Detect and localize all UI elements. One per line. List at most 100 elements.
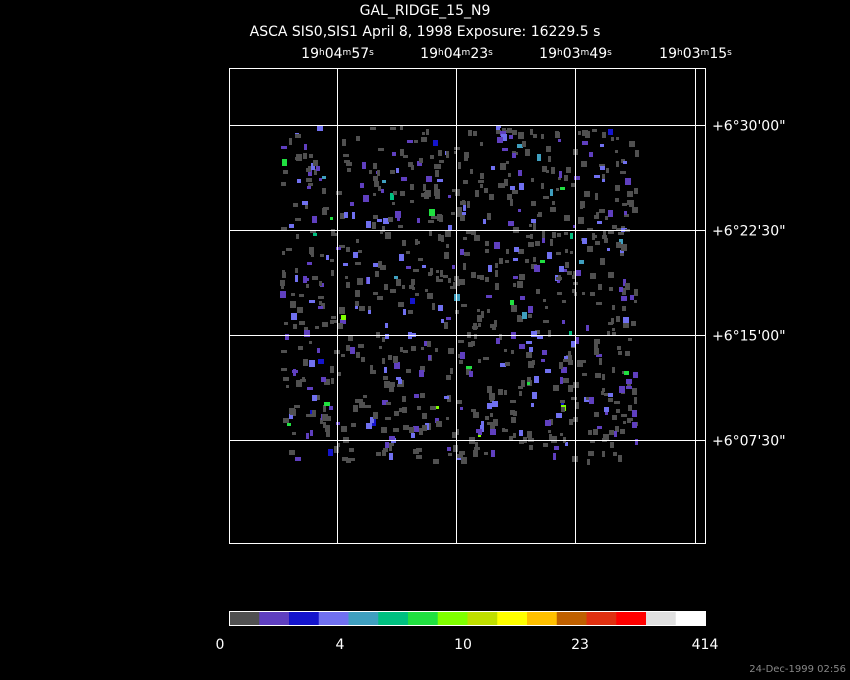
pixel [599, 209, 605, 213]
pixel [635, 439, 638, 445]
pixel [477, 315, 482, 322]
pixel [340, 213, 345, 219]
pixel [339, 307, 345, 314]
pixel [331, 378, 334, 384]
pixel [308, 183, 313, 186]
pixel [474, 334, 477, 339]
pixel [564, 215, 570, 221]
pixel [436, 270, 439, 273]
ra-label-part: 15 [709, 46, 727, 62]
pixel [411, 279, 415, 285]
pixel [473, 450, 478, 457]
pixel [451, 212, 455, 215]
pixel [385, 323, 388, 328]
pixel [509, 436, 513, 440]
ra-label-part: 04 [325, 46, 343, 62]
pixel [629, 200, 634, 207]
pixel [411, 165, 414, 170]
pixel [330, 217, 333, 220]
pixel [559, 266, 564, 272]
pixel [381, 189, 384, 193]
pixel [392, 152, 396, 156]
pixel [450, 286, 455, 289]
pixel [470, 169, 473, 174]
pixel [413, 269, 419, 272]
pixel [410, 200, 414, 203]
pixel [623, 161, 627, 164]
pixel [403, 425, 409, 430]
pixel [320, 254, 324, 257]
pixel [480, 425, 484, 432]
pixel [377, 170, 380, 176]
pixel [485, 277, 489, 282]
pixel [389, 436, 395, 440]
pixel [429, 209, 435, 216]
pixel [518, 170, 522, 176]
pixel [510, 400, 516, 403]
pixel [306, 284, 309, 288]
pixel [285, 334, 289, 340]
pixel [416, 448, 422, 452]
pixel [612, 367, 615, 373]
pixel [501, 134, 507, 141]
pixel [541, 134, 544, 139]
pixel [352, 212, 355, 219]
pixel [310, 430, 313, 436]
pixel [513, 433, 516, 438]
pixel [476, 429, 482, 433]
pixel [614, 401, 620, 404]
pixel [455, 189, 460, 196]
pixel [421, 193, 426, 197]
pixel [383, 376, 388, 380]
pixel [395, 211, 401, 218]
pixel [375, 271, 379, 277]
pixel [307, 387, 313, 390]
pixel [551, 436, 557, 443]
pixel [356, 239, 359, 243]
ra-label-part: 19 [301, 46, 319, 62]
pixel [329, 406, 333, 410]
pixel [462, 200, 465, 205]
pixel [630, 295, 634, 300]
pixel [325, 425, 330, 432]
pixel [359, 306, 365, 311]
pixel [380, 265, 386, 270]
pixel [480, 275, 484, 280]
pixel [566, 355, 572, 362]
pixel [309, 360, 315, 367]
pixel [402, 407, 407, 413]
colorbar: 0 4 10 23 414 [216, 611, 718, 653]
pixel [403, 350, 408, 353]
pixel [311, 163, 315, 170]
pixel [410, 298, 415, 304]
pixel [628, 405, 632, 411]
pixel [297, 179, 301, 183]
pixel [284, 322, 288, 325]
pixel [527, 377, 531, 380]
pixel [403, 309, 406, 315]
pixel [489, 194, 494, 200]
pixel [616, 137, 619, 140]
pixel [307, 186, 311, 189]
pixel [565, 249, 568, 253]
pixel [612, 332, 616, 336]
dec-label: +6°30'00" [712, 119, 786, 135]
pixel [496, 130, 501, 134]
pixel [607, 248, 610, 251]
ra-label-part: s [369, 48, 374, 58]
pixel [602, 374, 605, 380]
pixel [373, 176, 378, 181]
pixel [510, 410, 515, 415]
pixel [463, 180, 468, 184]
pixel [343, 263, 348, 266]
pixel [359, 402, 365, 408]
pixel [506, 249, 509, 254]
pixel [463, 205, 466, 211]
pixel [537, 154, 541, 161]
pixel [425, 289, 428, 292]
pixel [283, 377, 289, 381]
pixel [531, 219, 536, 223]
pixel [411, 346, 416, 351]
pixel [457, 400, 462, 404]
pixel [422, 425, 427, 431]
